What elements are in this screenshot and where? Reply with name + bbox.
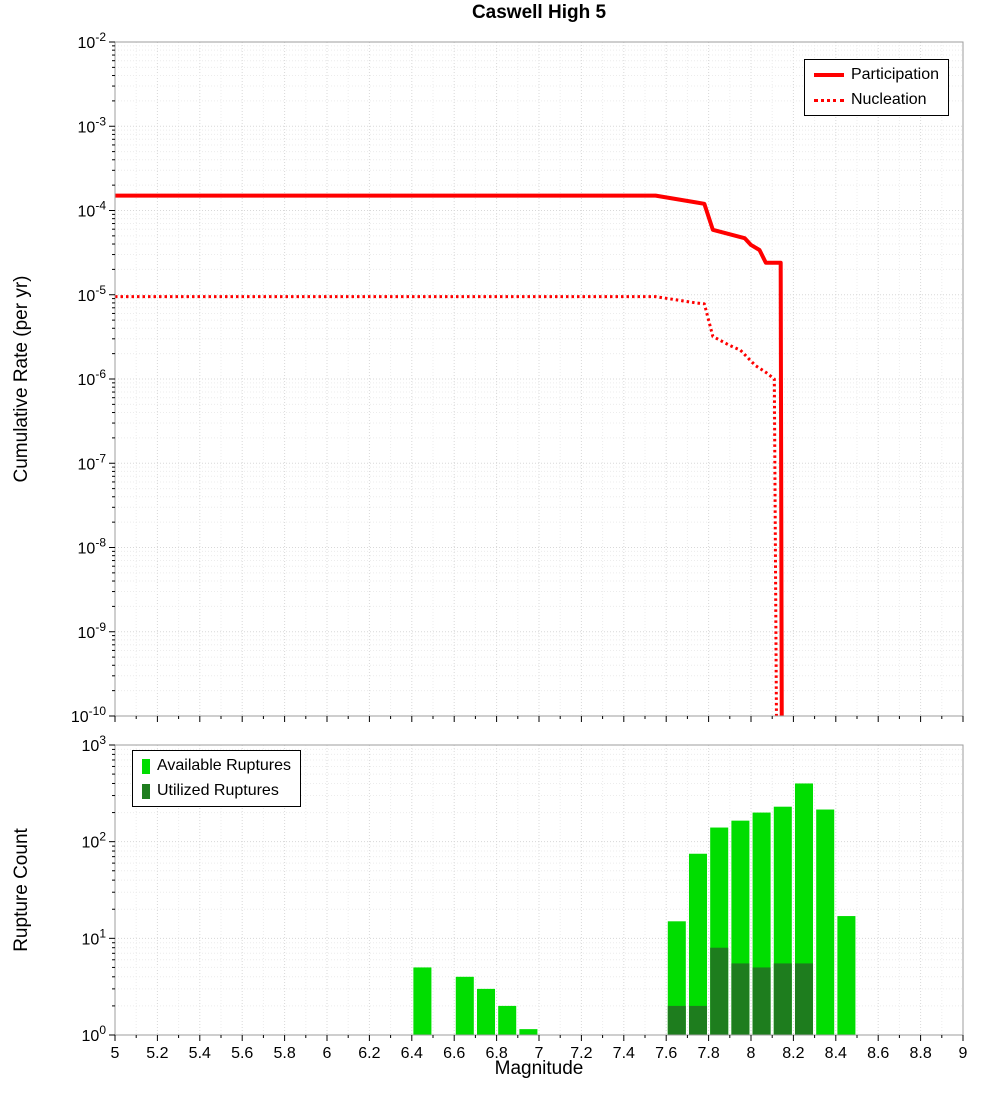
legend-row-utilized: Utilized Ruptures (142, 781, 291, 801)
y-tick-label: 10-2 (78, 30, 107, 52)
chart-title: Caswell High 5 (471, 2, 607, 23)
count-y-axis-label: Rupture Count (11, 828, 32, 952)
participation-line-swatch (813, 73, 844, 77)
utilized-bar (731, 963, 750, 1035)
utilized-bar (773, 963, 792, 1035)
available-bar (498, 1005, 517, 1035)
available-legend-label: Available Ruptures (157, 757, 292, 774)
available-bar (519, 1029, 538, 1035)
x-tick-label: 5.8 (273, 1045, 295, 1062)
y-tick-label: 100 (82, 1023, 107, 1045)
utilized-bar (794, 963, 814, 1035)
available-bar (413, 967, 432, 1035)
y-tick-label: 10-9 (78, 620, 107, 642)
y-tick-label: 102 (82, 830, 107, 852)
y-tick-label: 10-8 (78, 536, 107, 558)
available-bar-swatch (142, 758, 150, 774)
x-tick-label: 6 (323, 1045, 332, 1062)
x-tick-label: 5.6 (231, 1045, 253, 1062)
x-tick-label: 6.6 (443, 1045, 465, 1062)
x-tick-label: 7.2 (570, 1045, 592, 1062)
rupture-count-chart: 5 5.2 5.4 5.6 5.8 6 6.2 6.4 6.6 6.8 7 7.2 7.4 7.6 7.8 8… (82, 733, 968, 1062)
x-tick-label: 7.8 (697, 1045, 719, 1062)
x-tick-label: 5.4 (189, 1045, 211, 1062)
y-tick-label: 103 (82, 733, 107, 755)
x-tick-label: 6.2 (358, 1045, 380, 1062)
x-tick-label: 6.8 (485, 1045, 507, 1062)
x-tick-label: 6.4 (401, 1045, 423, 1062)
y-tick-label: 10-4 (78, 199, 107, 221)
nucleation-legend-label: Nucleation (850, 91, 927, 108)
available-bar (816, 809, 835, 1035)
available-bar (688, 853, 708, 1035)
x-tick-label: 8 (747, 1045, 756, 1062)
y-tick-label: 101 (82, 926, 107, 948)
legend-row-participation: Participation (813, 65, 939, 85)
y-tick-label: 10-6 (78, 367, 107, 389)
y-tick-label: 10-5 (78, 283, 107, 305)
nucleation-line (115, 295, 778, 716)
y-tick-label: 10-7 (78, 451, 107, 473)
utilized-bar (667, 1005, 686, 1035)
utilized-legend-label: Utilized Ruptures (157, 782, 279, 799)
utilized-bar (752, 967, 771, 1035)
y-tick-label: 10-10 (71, 704, 106, 726)
x-axis-label: Magnitude (494, 1058, 584, 1079)
participation-legend-label: Participation (850, 66, 939, 83)
x-tick-label: 9 (959, 1045, 968, 1062)
x-tick-label: 5 (111, 1045, 120, 1062)
utilized-bar-swatch (142, 783, 150, 799)
cumulative-rate-chart: 10-10 10-9 10-8 10-7 10-6 10-5 10-4 10-3 10-2 (71, 30, 964, 726)
x-tick-label: 8.8 (909, 1045, 931, 1062)
y-tick-label: 10-3 (78, 114, 107, 136)
x-tick-label: 7.4 (613, 1045, 635, 1062)
nucleation-line-swatch (813, 98, 844, 102)
x-tick-label: 8.4 (825, 1045, 847, 1062)
rate-y-axis-label: Cumulative Rate (per yr) (11, 275, 32, 483)
available-bar (837, 916, 856, 1035)
x-tick-label: 5.2 (146, 1045, 168, 1062)
utilized-bar (710, 947, 729, 1035)
x-tick-label: 7 (535, 1045, 544, 1062)
x-tick-label: 8.6 (867, 1045, 889, 1062)
available-bar (476, 988, 496, 1035)
rupture-legend: Available Ruptures Utilized Ruptures (132, 750, 302, 807)
x-tick-label: 7.6 (655, 1045, 677, 1062)
x-tick-label: 8.2 (782, 1045, 804, 1062)
participation-line (115, 193, 784, 716)
rate-legend: Participation Nucleation (803, 59, 949, 116)
available-bar (455, 976, 474, 1035)
utilized-bar (688, 1005, 708, 1035)
legend-row-available: Available Ruptures (142, 756, 291, 776)
legend-row-nucleation: Nucleation (813, 90, 939, 110)
